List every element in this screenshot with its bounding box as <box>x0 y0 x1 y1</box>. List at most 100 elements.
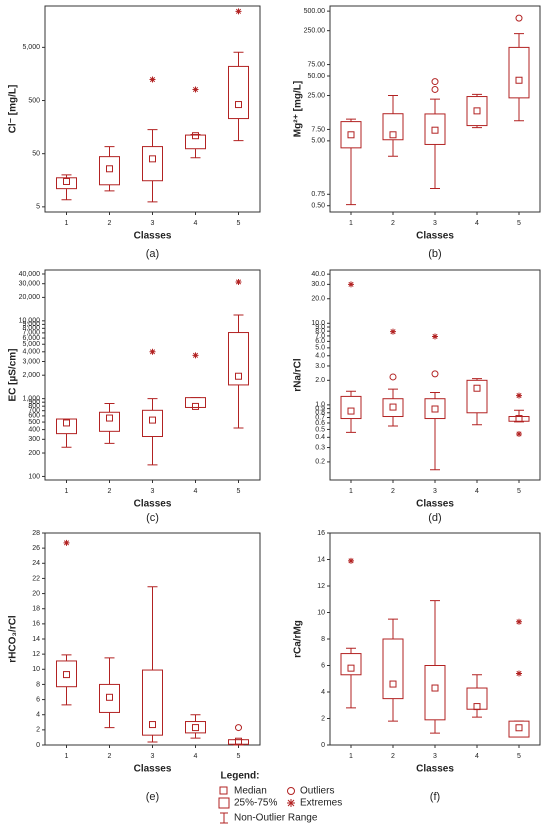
y-tick-label: 0.8 <box>315 410 325 417</box>
y-tick-label: 7.0 <box>315 333 325 340</box>
y-tick-label: 30.0 <box>311 281 325 288</box>
outlier <box>235 724 242 732</box>
median <box>106 693 113 701</box>
y-tick-label: 12 <box>32 651 40 658</box>
x-tick-label: 2 <box>108 488 112 495</box>
median <box>473 384 481 392</box>
y-tick-label: 10 <box>32 666 40 673</box>
box <box>185 721 206 734</box>
median <box>106 165 113 173</box>
y-tick-label: 3.0 <box>315 363 325 370</box>
box <box>508 46 530 99</box>
y-tick-label: 500 <box>28 419 40 426</box>
y-tick-label: 500.00 <box>304 8 326 15</box>
y-tick-label: 0.2 <box>315 459 325 466</box>
box <box>382 113 404 141</box>
legend-label: Median <box>234 786 267 797</box>
y-axis-label: Cl⁻ [mg/L] <box>8 85 19 134</box>
y-tick-label: 2 <box>321 715 325 722</box>
y-tick-label: 8,000 <box>22 325 40 332</box>
y-tick-label: 8 <box>36 681 40 688</box>
y-tick-label: 18 <box>32 606 40 613</box>
y-tick-label: 75.00 <box>307 61 325 68</box>
y-tick-label: 14 <box>317 556 325 563</box>
x-tick-label: 1 <box>349 220 353 227</box>
y-tick-label: 8.0 <box>315 328 325 335</box>
box <box>56 177 77 190</box>
extreme <box>348 557 354 564</box>
median <box>347 407 355 415</box>
x-tick-label: 1 <box>349 753 353 760</box>
extreme <box>235 8 242 15</box>
x-tick-label: 3 <box>433 220 437 227</box>
box <box>185 134 206 150</box>
y-axis-label: rNa/rCl <box>293 358 304 392</box>
median <box>63 177 70 185</box>
box <box>466 379 488 414</box>
y-tick-label: 0 <box>321 742 325 749</box>
y-tick-label: 4 <box>321 689 325 696</box>
box <box>228 65 249 120</box>
median <box>347 664 355 672</box>
y-tick-label: 300 <box>28 436 40 443</box>
y-tick-label: 0.3 <box>315 444 325 451</box>
x-tick-label: 1 <box>349 488 353 495</box>
outlier <box>431 85 439 93</box>
caption: (c) <box>146 512 159 524</box>
x-tick-label: 5 <box>237 488 241 495</box>
y-tick-label: 100 <box>28 473 40 480</box>
box <box>56 660 77 688</box>
box <box>340 395 362 420</box>
y-tick-label: 6 <box>321 662 325 669</box>
y-tick-label: 6 <box>36 696 40 703</box>
y-axis-label: Mg²⁺ [mg/L] <box>293 81 304 137</box>
y-tick-label: 0.9 <box>315 405 325 412</box>
y-tick-label: 800 <box>28 403 40 410</box>
median <box>431 684 439 692</box>
y-axis-label: rHCO₃/rCl <box>8 615 19 663</box>
y-tick-label: 5.0 <box>315 345 325 352</box>
legend-title: Legend: <box>221 771 260 782</box>
x-axis-label: Classes <box>416 231 454 242</box>
y-tick-label: 25.00 <box>307 92 325 99</box>
x-tick-label: 5 <box>237 220 241 227</box>
caption: (f) <box>430 791 440 803</box>
x-tick-label: 2 <box>391 220 395 227</box>
box <box>382 638 404 700</box>
box <box>185 397 206 408</box>
y-tick-label: 7,000 <box>22 330 40 337</box>
box <box>340 653 362 676</box>
legend-outlier-icon <box>287 787 295 795</box>
median <box>149 155 156 163</box>
x-tick-label: 3 <box>433 488 437 495</box>
y-tick-label: 2 <box>36 727 40 734</box>
outlier <box>515 14 523 22</box>
median <box>149 416 156 424</box>
legend-whisker-icon <box>220 812 228 824</box>
box <box>228 332 249 386</box>
x-tick-label: 2 <box>108 753 112 760</box>
y-tick-label: 1,000 <box>22 395 40 402</box>
caption: (a) <box>146 248 159 260</box>
median <box>235 737 242 745</box>
legend-label: Non-Outlier Range <box>234 813 318 824</box>
y-tick-label: 0.6 <box>315 420 325 427</box>
y-tick-label: 600 <box>28 413 40 420</box>
caption: (b) <box>428 248 441 260</box>
y-tick-label: 9,000 <box>22 321 40 328</box>
extreme <box>516 430 522 437</box>
median <box>515 724 523 732</box>
y-tick-label: 5.00 <box>311 138 325 145</box>
y-axis-label: rCa/rMg <box>293 620 304 658</box>
y-tick-label: 30,000 <box>19 281 41 288</box>
y-tick-label: 50.00 <box>307 73 325 80</box>
box <box>340 121 362 149</box>
median <box>347 131 355 139</box>
legend-label: 25%-75% <box>234 798 277 809</box>
y-tick-label: 250.00 <box>304 28 326 35</box>
x-axis-label: Classes <box>134 499 172 510</box>
outlier <box>431 78 439 86</box>
box <box>382 398 404 418</box>
x-tick-label: 1 <box>65 488 69 495</box>
y-tick-label: 4 <box>36 712 40 719</box>
